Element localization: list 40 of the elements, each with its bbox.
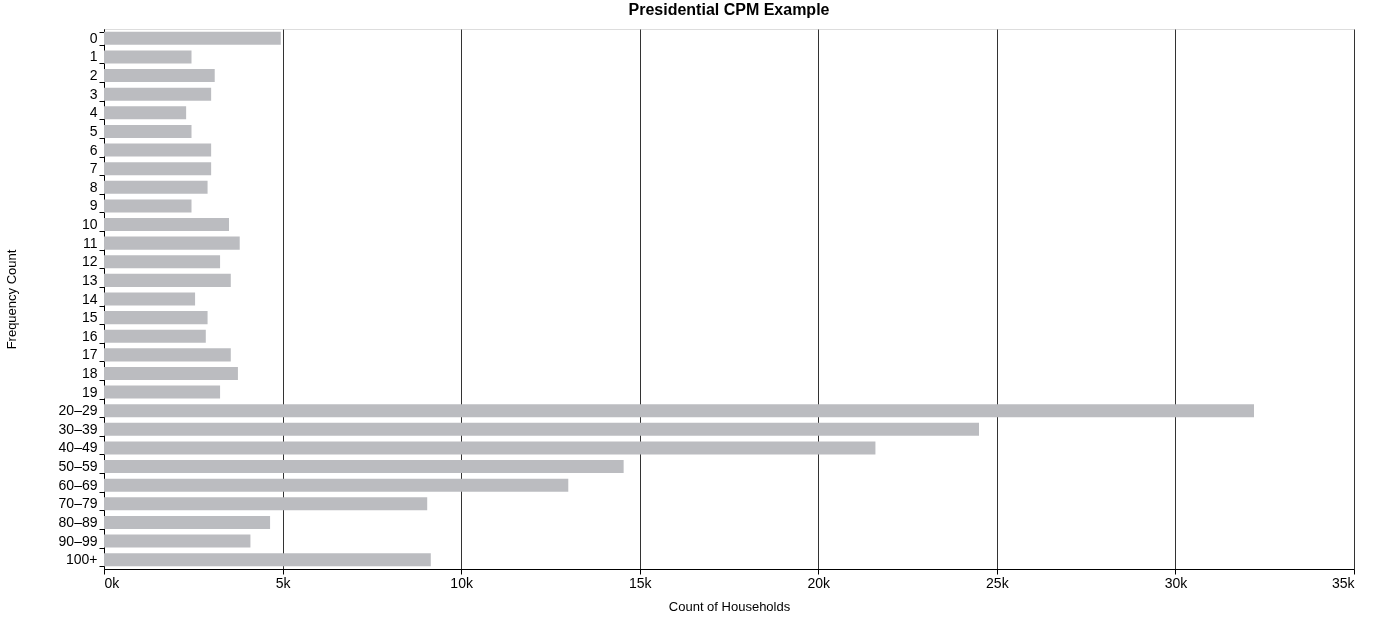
y-axis-title: Frequency Count xyxy=(3,249,19,350)
y-tick-label: 13 xyxy=(81,271,98,288)
chart-title: Presidential CPM Example xyxy=(628,1,830,18)
y-tick-label: 9 xyxy=(89,197,98,214)
y-tick-label: 18 xyxy=(81,364,98,381)
x-tick-label: 35k xyxy=(1331,574,1356,591)
y-tick-label: 15 xyxy=(81,309,98,326)
y-tick-label: 19 xyxy=(81,383,98,400)
y-tick-label: 60–69 xyxy=(58,476,98,493)
x-tick-label: 20k xyxy=(807,574,832,591)
y-tick-label: 40–49 xyxy=(58,439,98,456)
y-tick-label: 30–39 xyxy=(58,420,98,437)
x-tick-label: 0k xyxy=(104,574,121,591)
y-tick-label: 16 xyxy=(81,327,98,344)
y-tick-label: 5 xyxy=(89,122,98,139)
y-tick-label: 90–99 xyxy=(58,532,98,549)
x-axis-title: Count of Households xyxy=(668,598,791,614)
x-tick-label: 15k xyxy=(628,574,653,591)
y-tick-label: 1 xyxy=(89,48,98,65)
y-tick-label: 2 xyxy=(89,67,98,84)
y-tick-label: 10 xyxy=(81,216,98,233)
y-tick-label: 80–89 xyxy=(58,513,98,530)
y-tick-label: 50–59 xyxy=(58,458,98,475)
y-tick-label: 100+ xyxy=(65,551,98,568)
y-tick-label: 17 xyxy=(81,346,98,363)
y-tick-label: 4 xyxy=(89,104,98,121)
y-tick-label: 3 xyxy=(89,85,98,102)
x-tick-label: 5k xyxy=(275,574,292,591)
y-tick-label: 0 xyxy=(89,29,98,46)
y-tick-label: 70–79 xyxy=(58,495,98,512)
x-tick-label: 25k xyxy=(986,574,1010,591)
y-tick-label: 14 xyxy=(81,290,98,307)
x-tick-label: 10k xyxy=(450,574,474,591)
y-tick-label: 12 xyxy=(81,253,98,270)
x-tick-label: 30k xyxy=(1164,574,1189,591)
y-tick-label: 20–29 xyxy=(58,402,98,419)
y-tick-label: 7 xyxy=(89,160,98,177)
y-tick-label: 8 xyxy=(89,178,98,195)
y-tick-label: 11 xyxy=(82,234,98,251)
y-tick-label: 6 xyxy=(89,141,98,158)
